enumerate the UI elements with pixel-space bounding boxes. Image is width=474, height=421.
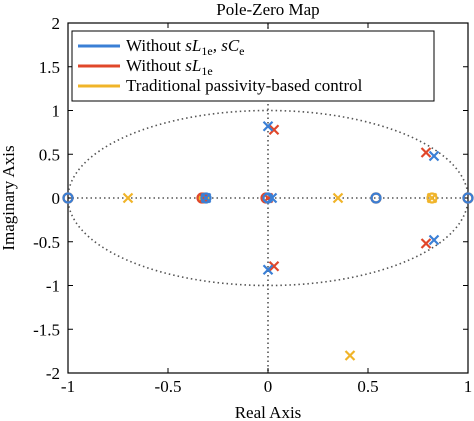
pole-marker <box>198 192 210 204</box>
pole-stroke <box>200 192 212 204</box>
pole-zero-marks <box>62 35 474 361</box>
legend-label-sub: 1e <box>201 44 212 58</box>
legend-label-sub2: e <box>239 44 244 58</box>
zero-marker <box>62 192 74 204</box>
pole-marker <box>262 120 274 132</box>
legend-label-math: sL <box>185 36 201 55</box>
pole-stroke <box>420 147 432 158</box>
x-axis-label: Real Axis <box>235 403 302 421</box>
pole-stroke <box>344 350 356 361</box>
axis-ticks: -1 -0.5 0 0.5 1 2 1.5 1 0.5 0 -0.5 -1 -1.5 -2 <box>33 14 472 396</box>
pole-marker <box>332 192 344 204</box>
x-tick-label: 0 <box>264 377 273 396</box>
pole-stroke <box>428 150 440 162</box>
zero-marker <box>462 192 474 204</box>
y-axis-label: Imaginary Axis <box>0 145 18 250</box>
pole-stroke <box>332 192 344 204</box>
pole-marker <box>420 147 432 158</box>
pole-marker <box>122 192 134 204</box>
legend-label-math: sL <box>185 56 201 75</box>
y-tick-label: 0 <box>52 189 61 208</box>
x-tick-label: 1 <box>464 377 473 396</box>
legend-label-sub: 1e <box>201 64 212 78</box>
x-tick-label: -1 <box>61 377 75 396</box>
pole-stroke <box>262 120 274 132</box>
y-tick-label: 1 <box>52 102 61 121</box>
pole-stroke <box>262 264 274 276</box>
legend-label: Traditional passivity-based control <box>126 76 363 95</box>
chart-title: Pole-Zero Map <box>216 0 319 19</box>
zero-marker <box>426 192 438 204</box>
legend-label-text: Traditional passivity-based control <box>126 76 363 95</box>
pole-stroke <box>426 192 438 204</box>
y-tick-label: 2 <box>52 14 61 33</box>
zero-crosshair <box>68 23 468 373</box>
pole-marker <box>428 150 440 162</box>
pole-marker <box>266 192 278 204</box>
pole-marker <box>344 350 356 361</box>
legend-box <box>71 30 435 102</box>
pole-marker <box>268 260 280 272</box>
y-tick-label: 0.5 <box>39 145 60 164</box>
pole-marker <box>262 264 274 276</box>
y-tick-label: -1.5 <box>33 320 60 339</box>
legend-label: Without sL1e, sCe <box>126 36 245 58</box>
x-tick-label: 0.5 <box>357 377 378 396</box>
pole-stroke <box>198 192 210 204</box>
y-tick-label: -0.5 <box>33 233 60 252</box>
pole-stroke <box>266 192 278 204</box>
legend-label-text: Without <box>126 36 185 55</box>
pole-marker <box>268 124 280 136</box>
pole-marker <box>200 192 212 204</box>
pole-marker <box>426 192 438 204</box>
zero-marker <box>370 192 382 204</box>
pole-stroke <box>428 234 440 246</box>
legend-label: Without sL1e <box>126 56 213 78</box>
pole-marker <box>428 234 440 246</box>
x-tick-label: -0.5 <box>155 377 182 396</box>
y-tick-label: -2 <box>46 364 60 383</box>
pole-stroke <box>122 192 134 204</box>
zero-marker <box>200 192 212 204</box>
pole-marker <box>420 238 432 249</box>
legend-label-text: Without <box>126 56 185 75</box>
pole-stroke <box>268 260 280 272</box>
pole-stroke <box>420 238 432 249</box>
pole-stroke <box>268 124 280 136</box>
y-tick-label: 1.5 <box>39 58 60 77</box>
legend-label-math2: , sC <box>213 36 240 55</box>
y-tick-label: -1 <box>46 277 60 296</box>
